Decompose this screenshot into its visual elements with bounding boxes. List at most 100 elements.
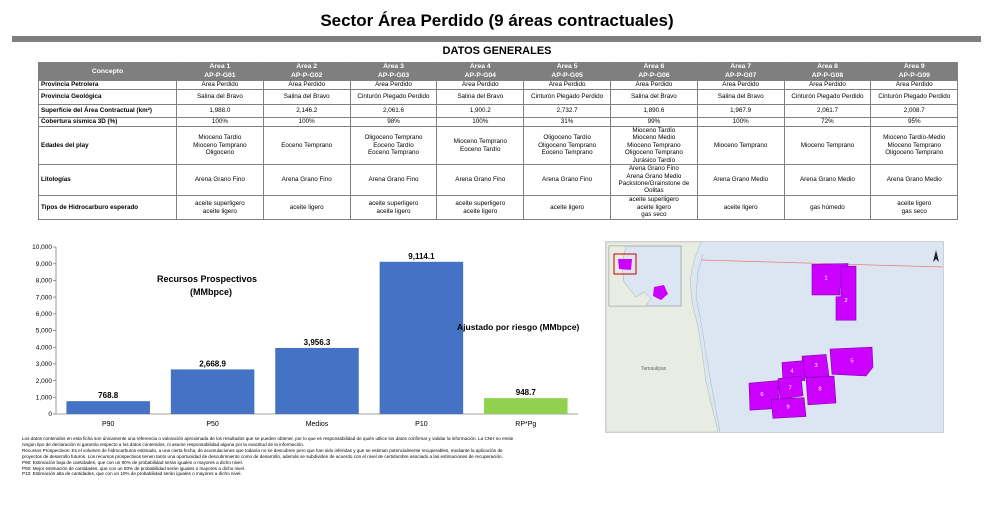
bar	[170, 369, 255, 414]
block-label: 2	[844, 298, 847, 304]
block-label: 9	[786, 405, 789, 411]
cell-line: Arena Grano Fino	[368, 176, 419, 184]
concept-header: Concepto	[38, 62, 177, 81]
cell-line: Arena Grano Fino	[194, 176, 245, 184]
table-cell: Área Perdido	[783, 80, 872, 90]
bar	[66, 401, 150, 414]
block-label: 3	[814, 363, 817, 369]
area-code-header: AP-P-G08	[783, 71, 872, 81]
block-label: 5	[850, 359, 853, 365]
row-label: Provincia Geológica	[38, 89, 177, 105]
table-cell: Arena Grano Medio	[783, 164, 872, 197]
cell-line: gas seco	[641, 211, 667, 219]
cell-line: aceite ligero	[289, 203, 324, 211]
area-name-header: Área 9	[870, 62, 959, 72]
table-cell: 2,061.6	[349, 104, 438, 118]
title-divider	[12, 36, 981, 42]
block-label: 7	[788, 386, 791, 392]
area-name-header: Área 6	[609, 62, 698, 72]
table-row: Provincia Petrolera Área Perdido Área Perd…	[38, 80, 959, 90]
area-name-header: Área 3	[349, 62, 438, 72]
table-cell: Mioceno Tardío-Medio Mioceno Temprano Olig…	[870, 125, 959, 166]
page-title: Sector Área Perdido (9 áreas contractual…	[320, 11, 674, 30]
table-cell: Área Perdido	[609, 80, 698, 90]
table-cell: Arena Grano Fino	[349, 164, 438, 197]
cell-line: Eoceno Temprano	[367, 149, 419, 157]
inset-block	[618, 259, 632, 270]
cell-line: Mioceno Temprano	[627, 141, 681, 149]
table-cell: Área Perdido	[523, 80, 611, 90]
table-row: Superficie del Área Contractual (km²) 1,9…	[38, 104, 959, 118]
table-cell: Área Perdido	[349, 80, 438, 90]
inset-block	[653, 285, 668, 300]
table-cell: aceite ligero	[262, 195, 351, 221]
table-row: Provincia Geológica Salina del Bravo Salin…	[38, 89, 959, 105]
y-tick-label: 9,000	[36, 261, 53, 268]
block-label: 1	[824, 276, 827, 282]
table-cell: aceite superligero aceite ligero	[176, 195, 264, 221]
table-cell: Cinturón Plegado Perdido	[783, 89, 872, 105]
cell-line: aceite ligero	[376, 207, 411, 215]
footnotes: Los datos contenidos en esta ficha son ú…	[22, 436, 582, 477]
y-tick-label: 2,000	[36, 378, 53, 385]
x-tick-label: RP*Pg	[515, 421, 536, 428]
row-label: Cobertura sísmica 3D (%)	[38, 117, 177, 127]
table-cell: 98%	[349, 117, 438, 127]
contract-area-block	[777, 375, 804, 400]
cell-line: aceite ligero	[723, 203, 758, 211]
table-cell: 2,146.2	[262, 104, 351, 118]
table-cell: 2,732.7	[523, 104, 611, 118]
table-cell: 99%	[609, 117, 698, 127]
cell-line: aceite ligero	[202, 207, 237, 215]
cell-line: Arena Grano Fino	[628, 165, 679, 173]
table-cell: Arena Grano Fino	[262, 164, 351, 197]
bar-value-label: 948.7	[516, 388, 537, 397]
x-tick-label: Medios	[306, 421, 329, 428]
area-code-header: AP-P-G06	[609, 71, 698, 81]
cell-line: Eoceno Tardío	[373, 141, 414, 149]
area-name-header: Área 2	[262, 62, 351, 72]
general-data-table: Concepto Área 1 Área 2 Área 3 Área 4 Área 5 Ár…	[38, 62, 959, 221]
table-cell: aceite ligero	[523, 195, 611, 221]
table-cell: Eoceno Temprano	[262, 125, 351, 166]
block-label: 6	[760, 392, 763, 398]
table-cell: Mioceno Temprano	[783, 125, 872, 166]
cell-line: aceite superligero	[368, 200, 419, 208]
cell-line: aceite ligero	[550, 203, 585, 211]
y-tick-label: 6,000	[36, 311, 53, 318]
bar-value-label: 3,956.3	[304, 338, 331, 347]
cell-line: Mioceno Tardío	[632, 127, 676, 134]
note-line: Recursos Prospectivos: Es el volumen de …	[22, 447, 503, 453]
contract-area-block	[770, 397, 807, 419]
table-cell: Arena Grano Fino	[176, 164, 264, 197]
sector-map: Tamaulipas 1 2 3 4 5 6 7 8 9	[605, 241, 944, 433]
table-cell: Arena Grano Fino Arena Grano Medio Packsto…	[609, 164, 698, 197]
cell-line: gas húmedo	[810, 203, 845, 211]
contract-area-block	[835, 265, 857, 321]
chart-annotation: Ajustado por riesgo (MMbpce)	[457, 322, 579, 332]
cell-line: Eoceno Temprano	[541, 149, 593, 157]
table-cell: Arena Grano Medio	[696, 164, 785, 197]
cell-line: Oligoceno Temprano	[364, 134, 423, 142]
area-code-header: AP-P-G07	[696, 71, 785, 81]
bar	[484, 398, 568, 414]
region-label: Tamaulipas	[641, 366, 667, 372]
cell-line: Oligoceno Tardío	[543, 134, 591, 142]
y-tick-label: 10,000	[32, 244, 52, 251]
y-tick-label: 7,000	[36, 294, 53, 301]
y-tick-label: 4,000	[36, 344, 53, 351]
cell-line: Mioceno Tardío	[198, 134, 242, 142]
cell-line: Arena Grano Fino	[542, 176, 593, 184]
table-body: Provincia Petrolera Área Perdido Área Perd…	[38, 80, 959, 221]
table-cell: Salina del Bravo	[696, 89, 785, 105]
chart-annotation: (MMbpce)	[190, 287, 232, 297]
table-cell: Salina del Bravo	[436, 89, 525, 105]
row-label: Provincia Petrolera	[38, 80, 177, 90]
cell-line: Eoceno Temprano	[281, 141, 333, 149]
table-cell: aceite ligero	[696, 195, 785, 221]
cell-line: Oligoceno Temprano	[885, 149, 944, 157]
cell-line: Arena Grano Medio	[626, 172, 682, 180]
north-arrow-icon	[933, 250, 939, 262]
table-cell: aceite superligero aceite ligero gas seco	[609, 195, 698, 221]
cell-line: Arena Grano Fino	[455, 176, 506, 184]
